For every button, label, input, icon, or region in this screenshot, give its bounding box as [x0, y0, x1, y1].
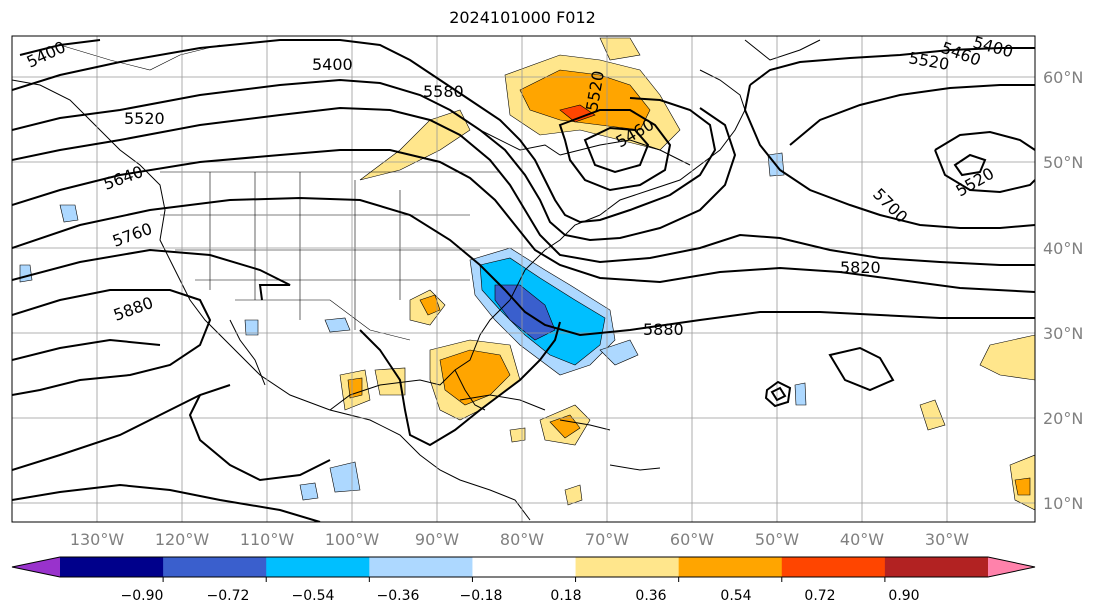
colorbar-segment — [163, 557, 267, 577]
lat-label: 20°N — [1043, 409, 1083, 428]
lon-label: 80°W — [500, 530, 544, 549]
height-contours — [12, 39, 1035, 522]
colorbar-extend-max — [988, 557, 1035, 577]
longitude-labels: 130°W 120°W 110°W 100°W 90°W 80°W 70°W 6… — [70, 530, 969, 549]
lat-label: 10°N — [1043, 494, 1083, 513]
contour-label: 5820 — [840, 258, 881, 277]
map-title: 2024101000 F012 — [449, 8, 596, 27]
lon-label: 90°W — [415, 530, 459, 549]
colorbar-tick-label: −0.18 — [460, 588, 503, 604]
contour-label: 5400 — [312, 55, 353, 74]
lat-label: 30°N — [1043, 324, 1083, 343]
contour-labels: 5400 5400 5580 5520 5520 5460 5520 5460 … — [24, 36, 1016, 339]
lat-label: 60°N — [1043, 68, 1083, 87]
colorbar-tick-label: 0.54 — [720, 588, 751, 604]
map-frame — [11, 35, 1036, 523]
colorbar-segment — [884, 557, 989, 577]
colorbar-segment — [575, 557, 680, 577]
lon-label: 130°W — [70, 530, 125, 549]
contour-label: 5880 — [643, 320, 684, 339]
colorbar-tick-label: 0.18 — [550, 588, 581, 604]
lon-label: 30°W — [925, 530, 969, 549]
lon-label: 60°W — [670, 530, 714, 549]
coastlines — [12, 39, 821, 521]
contour-label: 5580 — [423, 82, 464, 101]
colorbar-tick-label: 0.90 — [888, 588, 919, 604]
lon-label: 100°W — [325, 530, 380, 549]
map-area: 5400 5400 5580 5520 5520 5460 5520 5460 … — [12, 36, 1035, 522]
lon-label: 50°W — [755, 530, 799, 549]
colorbar-tick-labels: −0.90 −0.72 −0.54 −0.36 −0.18 0.18 0.36 … — [121, 588, 920, 604]
colorbar-tick-label: −0.54 — [292, 588, 335, 604]
lat-label: 40°N — [1043, 239, 1083, 258]
lon-label: 110°W — [240, 530, 295, 549]
colorbar-segment — [781, 557, 886, 577]
lat-label: 50°N — [1043, 153, 1083, 172]
lon-label: 40°W — [840, 530, 884, 549]
latitude-labels: 60°N 50°N 40°N 30°N 20°N 10°N — [1043, 68, 1083, 513]
colorbar-segment — [678, 557, 783, 577]
lon-label: 120°W — [155, 530, 210, 549]
colorbar-extend-min — [12, 557, 60, 577]
colorbar-segment — [472, 557, 577, 577]
colorbar-tick-label: −0.90 — [121, 588, 164, 604]
colorbar-tick-label: −0.36 — [377, 588, 420, 604]
colorbar-tick-label: 0.72 — [804, 588, 835, 604]
colorbar-tick-label: 0.36 — [635, 588, 666, 604]
colorbar-segment — [60, 557, 164, 577]
positive-shading — [339, 37, 1035, 511]
colorbar-tick-label: −0.72 — [207, 588, 250, 604]
political-borders — [59, 44, 500, 341]
lon-label: 70°W — [585, 530, 629, 549]
colorbar-segment — [369, 557, 473, 577]
contour-label: 5520 — [124, 109, 165, 128]
colorbar — [11, 556, 1036, 582]
colorbar-outline — [11, 556, 1036, 578]
colorbar-segment — [266, 557, 370, 577]
